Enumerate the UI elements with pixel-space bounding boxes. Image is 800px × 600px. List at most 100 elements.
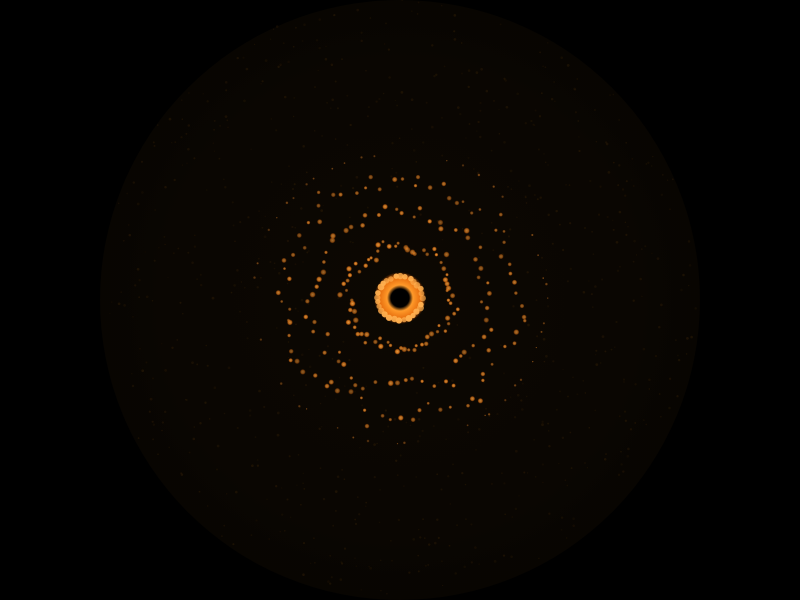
dust-speck <box>479 135 482 139</box>
dust-speck <box>366 115 369 118</box>
dust-speck <box>308 365 312 369</box>
dust-speck <box>161 421 165 424</box>
dust-speck <box>553 81 556 83</box>
dust-speck <box>417 418 421 421</box>
dust-speck <box>572 376 574 379</box>
dust-speck <box>566 280 569 283</box>
dust-speck <box>618 415 621 418</box>
particle <box>363 331 370 338</box>
dust-speck <box>479 101 482 105</box>
dust-speck <box>682 273 685 277</box>
dust-speck <box>533 438 536 441</box>
dust-speck <box>288 165 290 167</box>
particle <box>322 350 328 356</box>
dust-speck <box>572 524 575 528</box>
dust-speck <box>603 458 607 461</box>
particle <box>409 376 415 382</box>
particle <box>376 303 382 309</box>
dust-speck <box>297 310 299 312</box>
dust-speck <box>594 353 597 356</box>
dust-speck <box>660 416 662 418</box>
particle <box>303 314 309 320</box>
dust-speck <box>301 40 304 42</box>
dust-speck <box>387 425 390 428</box>
dust-speck <box>212 142 214 144</box>
dust-speck <box>144 251 146 253</box>
dust-speck <box>365 501 368 504</box>
dust-speck <box>588 280 590 282</box>
dust-speck <box>258 389 261 393</box>
particle <box>453 227 459 233</box>
dust-speck <box>151 377 155 380</box>
dust-speck <box>623 410 627 413</box>
particle <box>286 276 292 282</box>
dust-speck <box>145 361 148 364</box>
particle <box>351 308 358 315</box>
dust-speck <box>490 222 493 224</box>
particle <box>363 186 368 190</box>
particle <box>542 321 546 325</box>
dust-speck <box>605 141 608 144</box>
particle <box>446 298 451 303</box>
dust-speck <box>341 562 344 565</box>
dust-speck <box>661 174 664 176</box>
particle <box>345 319 352 326</box>
dust-speck <box>239 221 242 224</box>
particle <box>498 253 504 260</box>
dust-speck <box>644 245 647 248</box>
particle <box>445 288 449 293</box>
dust-speck <box>226 119 229 122</box>
particle <box>388 343 393 348</box>
dust-speck <box>292 45 295 48</box>
particle <box>394 207 399 212</box>
dust-speck <box>433 74 436 78</box>
particle <box>487 412 491 416</box>
particle <box>310 329 316 334</box>
dust-speck <box>391 559 393 562</box>
dust-speck <box>330 63 334 67</box>
dust-speck <box>626 454 630 458</box>
dust-speck <box>132 315 134 318</box>
particle <box>418 285 424 292</box>
dust-speck <box>218 157 221 160</box>
dust-speck <box>493 99 495 102</box>
dust-speck <box>625 141 628 144</box>
particle <box>393 244 398 249</box>
dust-speck <box>291 225 294 229</box>
dust-speck <box>542 337 546 341</box>
dust-speck <box>286 239 290 243</box>
dust-speck <box>215 468 219 471</box>
particle <box>427 184 433 191</box>
dust-speck <box>440 560 443 563</box>
dust-speck <box>271 181 273 183</box>
dust-speck <box>227 126 229 129</box>
particle <box>476 275 481 280</box>
dust-speck <box>303 23 306 26</box>
dust-speck <box>232 224 235 227</box>
dust-speck <box>136 267 140 271</box>
dust-speck <box>620 463 623 466</box>
dust-speck <box>617 184 620 187</box>
dust-speck <box>677 354 679 357</box>
dust-speck <box>180 472 183 475</box>
particle <box>344 288 349 293</box>
dust-speck <box>555 408 558 411</box>
dust-speck <box>512 305 515 308</box>
dust-speck <box>612 161 615 164</box>
particle <box>377 336 383 341</box>
dust-speck <box>264 59 268 62</box>
dust-speck <box>627 447 630 451</box>
dust-speck <box>528 184 531 188</box>
particle <box>305 182 309 186</box>
dust-speck <box>341 469 343 471</box>
dust-speck <box>157 453 159 456</box>
dust-speck <box>176 338 179 341</box>
particle <box>426 401 430 405</box>
dust-speck <box>566 484 569 487</box>
dust-speck <box>239 310 241 313</box>
dust-speck <box>283 95 287 99</box>
particle <box>443 379 449 384</box>
dust-speck <box>192 437 196 441</box>
dust-speck <box>467 69 471 72</box>
dust-speck <box>660 193 664 196</box>
